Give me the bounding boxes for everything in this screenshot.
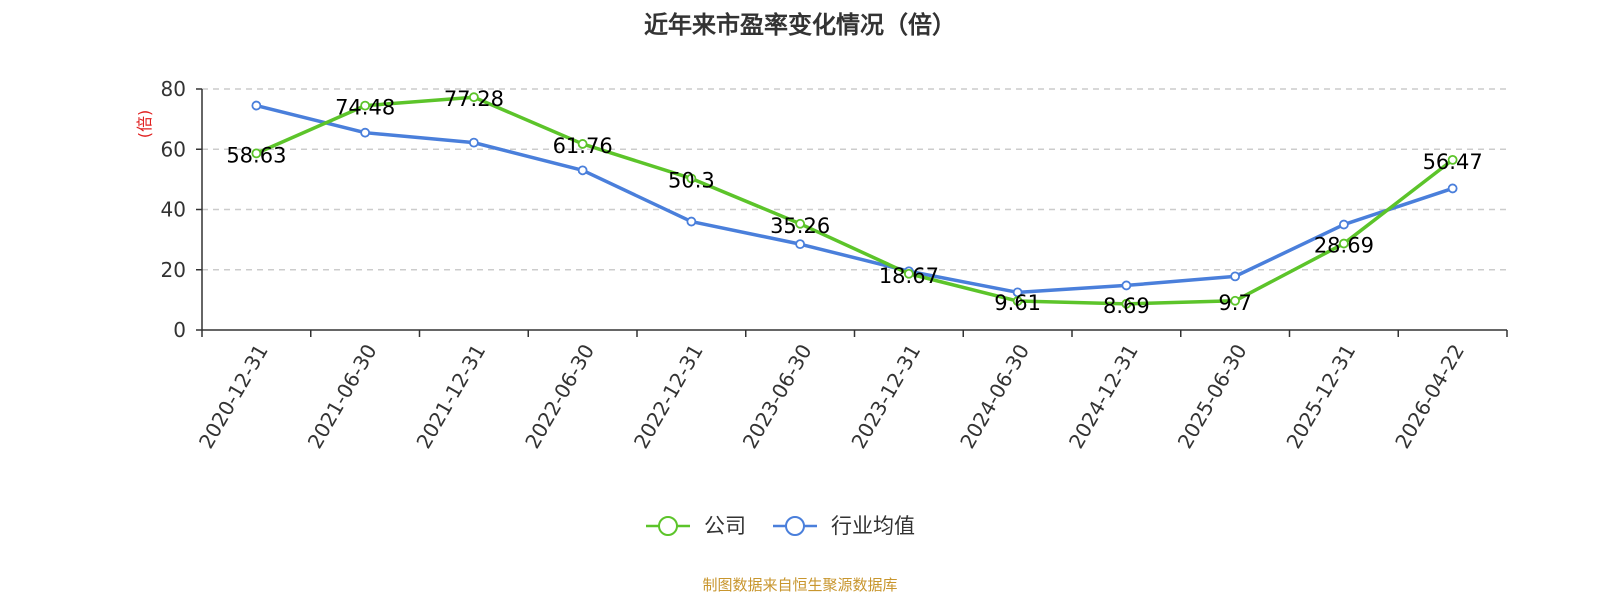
- grid-lines: [202, 88, 1507, 271]
- x-tick-label: 2024-06-30: [955, 340, 1034, 453]
- legend[interactable]: 公司 行业均值: [646, 514, 915, 538]
- data-label: 56.47: [1423, 150, 1483, 174]
- y-tick-labels: 0 20 40 60 80: [161, 77, 186, 342]
- series-line: [255, 95, 1454, 306]
- x-tick-label: 2022-06-30: [520, 340, 599, 453]
- data-point: [903, 268, 914, 279]
- data-point: [577, 165, 588, 176]
- legend-item[interactable]: 行业均值: [773, 514, 915, 538]
- data-point: [686, 173, 697, 184]
- legend-label: 行业均值: [831, 514, 915, 538]
- data-labels: 58.63 74.48 77.28 61.76 50.3 35.26 18.67 9.61 8.…: [226, 87, 1482, 318]
- y-tick-label: 80: [161, 77, 186, 101]
- data-point: [577, 139, 588, 149]
- y-tick-label: 40: [161, 198, 186, 222]
- x-tick-label: 2025-12-31: [1281, 340, 1360, 453]
- data-label: 8.69: [1103, 294, 1150, 318]
- legend-label: 公司: [704, 514, 746, 538]
- data-point: [686, 216, 697, 227]
- data-point: [251, 100, 262, 111]
- x-tick-label: 2022-12-31: [629, 340, 708, 453]
- y-tick-label: 20: [161, 258, 186, 282]
- x-tick-label: 2026-04-22: [1390, 340, 1469, 453]
- x-tick-label: 2025-06-30: [1173, 340, 1252, 453]
- data-point: [468, 92, 479, 103]
- data-point: [1230, 295, 1241, 306]
- data-point: [795, 239, 806, 250]
- x-tick-label: 2023-06-30: [738, 340, 817, 453]
- data-label: 9.7: [1218, 291, 1251, 315]
- x-tick-label: 2021-12-31: [411, 340, 490, 453]
- y-tick-label: 60: [161, 137, 186, 161]
- legend-marker: [785, 516, 805, 536]
- data-label: 74.48: [335, 96, 395, 120]
- data-point: [1338, 219, 1349, 230]
- source-note: 制图数据来自恒生聚源数据库: [702, 576, 897, 594]
- data-label: 61.76: [553, 134, 613, 158]
- x-tick-label: 2023-12-31: [846, 340, 925, 453]
- y-axis-label: (倍): [135, 110, 154, 139]
- data-label: 50.3: [668, 168, 715, 192]
- chart-title: 近年来市盈率变化情况（倍）: [644, 11, 956, 39]
- data-label: 9.61: [994, 291, 1041, 315]
- data-point: [1012, 296, 1023, 306]
- x-tick-label: 2021-06-30: [303, 340, 382, 453]
- legend-item[interactable]: 公司: [646, 514, 746, 538]
- axes: [196, 88, 1508, 337]
- data-point: [1230, 271, 1241, 282]
- data-point: [251, 148, 262, 159]
- data-point: [1121, 298, 1132, 309]
- data-point: [360, 100, 371, 111]
- data-point: [1121, 280, 1132, 291]
- series-lines: [251, 92, 1458, 309]
- data-label: 77.28: [444, 87, 504, 111]
- data-label: 58.63: [226, 143, 286, 167]
- data-point: [360, 127, 371, 138]
- data-point: [1338, 238, 1349, 249]
- legend-marker: [658, 516, 678, 536]
- data-point: [1447, 154, 1458, 165]
- data-point: [795, 218, 806, 229]
- x-tick-label: 2020-12-31: [194, 340, 273, 453]
- y-tick-label: 0: [173, 318, 186, 342]
- series-line: [255, 103, 1454, 295]
- x-tick-label: 2024-12-31: [1064, 340, 1143, 453]
- x-tick-labels: 2020-12-31 2021-06-30 2021-12-31 2022-06-30…: [194, 340, 1469, 453]
- data-label: 28.69: [1314, 234, 1374, 258]
- data-point: [468, 137, 479, 148]
- data-label: 35.26: [770, 214, 830, 238]
- data-label: 18.67: [879, 264, 939, 288]
- data-point: [1447, 183, 1458, 194]
